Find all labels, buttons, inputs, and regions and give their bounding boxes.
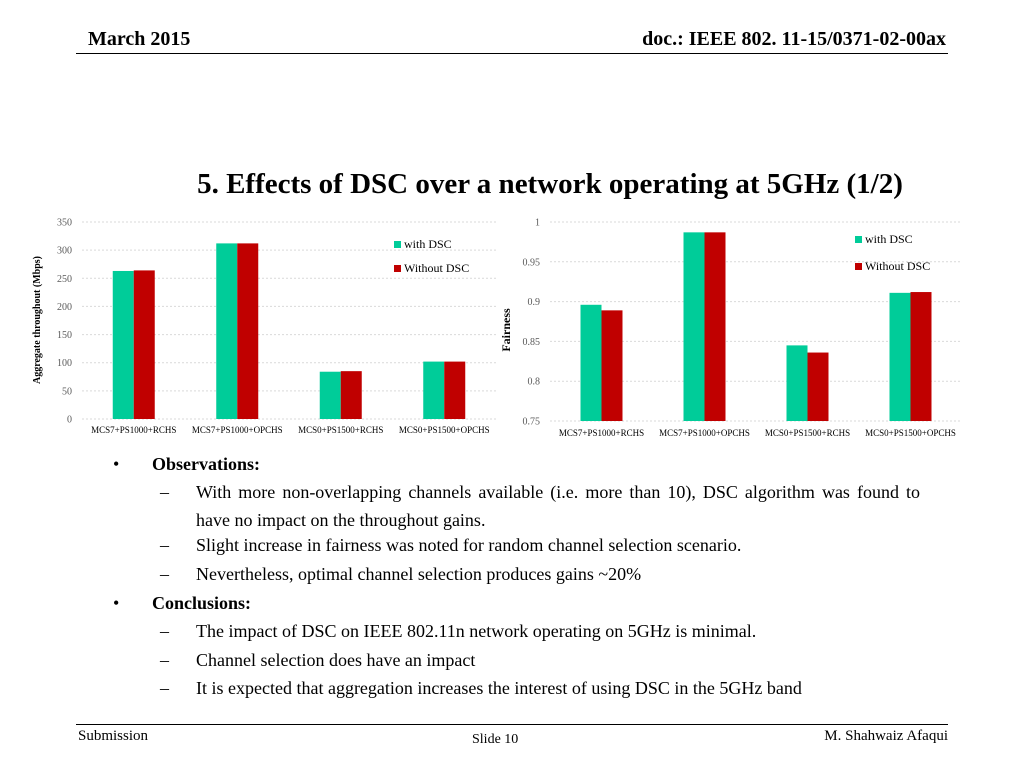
observations-heading: Observations: <box>152 454 260 474</box>
bar-without-dsc <box>340 371 362 419</box>
y-tick-label: 0.75 <box>523 417 541 428</box>
x-tick-label: MCS7+PS1000+OPCHS <box>659 428 750 438</box>
bar-without-dsc <box>133 270 155 419</box>
y-tick-label: 350 <box>57 218 72 229</box>
legend-swatch <box>394 241 401 248</box>
y-axis-title: Aggregate throughout (Mbps) <box>32 256 43 384</box>
slide-title: 5. Effects of DSC over a network operati… <box>197 168 903 200</box>
x-tick-label: MCS7+PS1000+RCHS <box>91 425 176 435</box>
footer-submission: Submission <box>78 728 149 744</box>
bar-with-dsc <box>112 270 134 419</box>
legend-swatch <box>855 236 862 243</box>
bar-without-dsc <box>601 310 623 421</box>
y-tick-label: 0.8 <box>528 377 541 388</box>
y-tick-label: 250 <box>57 274 72 285</box>
bullet-conclusions: • <box>113 593 120 613</box>
y-tick-label: 0.95 <box>523 257 541 268</box>
bar-without-dsc <box>807 352 829 421</box>
y-tick-label: 50 <box>62 386 72 397</box>
footer-rule <box>76 724 948 725</box>
fairness-chart: 0.75 0.8 0.85 0.9 0.95 1 MCS7+PS1000+RCHS MCS7+… <box>499 218 962 438</box>
bar-with-dsc <box>683 232 705 421</box>
observation-item-2: Slight increase in fairness was noted fo… <box>196 535 742 555</box>
dash-marker: – <box>160 621 169 641</box>
conclusion-item-2: Channel selection does have an impact <box>196 650 476 670</box>
bar-without-dsc <box>237 243 259 419</box>
y-tick-label: 0.9 <box>528 297 541 308</box>
legend-label: with DSC <box>404 237 452 251</box>
bullet-observations: • <box>113 454 120 474</box>
dash-marker: – <box>160 650 169 670</box>
dash-marker: – <box>160 564 169 584</box>
bar-without-dsc <box>444 361 466 419</box>
conclusion-item-1: The impact of DSC on IEEE 802.11n networ… <box>196 621 757 641</box>
y-tick-label: 1 <box>535 218 540 229</box>
bar-without-dsc <box>704 232 726 421</box>
y-tick-label: 0 <box>67 415 72 426</box>
bar-with-dsc <box>889 292 911 421</box>
observation-item-1: With more non-overlapping channels avail… <box>196 482 920 530</box>
dash-marker: – <box>160 535 169 555</box>
x-tick-label: MCS0+PS1500+OPCHS <box>865 428 956 438</box>
legend-swatch <box>394 265 401 272</box>
x-tick-label: MCS0+PS1500+RCHS <box>765 428 850 438</box>
bar-with-dsc <box>319 371 341 419</box>
footer-author: M. Shahwaiz Afaqui <box>824 728 948 744</box>
conclusions-heading: Conclusions: <box>152 593 252 613</box>
throughput-chart: 0 50 100 150 200 250 300 350 MCS7+PS1000+RCHS MCS… <box>32 218 496 435</box>
footer-slide-number: Slide 10 <box>472 732 519 747</box>
x-tick-label: MCS7+PS1000+RCHS <box>559 428 644 438</box>
bar-with-dsc <box>423 361 445 419</box>
x-tick-label: MCS7+PS1000+OPCHS <box>192 425 283 435</box>
header-rule <box>76 53 948 54</box>
bar-with-dsc <box>580 304 602 421</box>
conclusion-item-3: It is expected that aggregation increase… <box>196 678 802 698</box>
bar-without-dsc <box>910 292 932 421</box>
dash-marker: – <box>160 678 169 698</box>
x-tick-label: MCS0+PS1500+RCHS <box>298 425 383 435</box>
bar-with-dsc <box>216 243 238 419</box>
legend-label: Without DSC <box>404 261 469 275</box>
dash-marker: – <box>160 482 169 502</box>
y-tick-label: 0.85 <box>523 337 541 348</box>
x-tick-label: MCS0+PS1500+OPCHS <box>399 425 490 435</box>
observation-item-3: Nevertheless, optimal channel selection … <box>196 564 642 584</box>
header-date: March 2015 <box>88 28 191 50</box>
y-axis-title: Fairness <box>499 308 513 352</box>
legend-label: Without DSC <box>865 259 930 273</box>
bar-with-dsc <box>786 345 808 421</box>
legend-swatch <box>855 263 862 270</box>
header-doc-id: doc.: IEEE 802. 11-15/0371-02-00ax <box>642 28 946 50</box>
y-tick-label: 150 <box>57 330 72 341</box>
y-tick-label: 300 <box>57 246 72 257</box>
y-tick-label: 100 <box>57 358 72 369</box>
legend-label: with DSC <box>865 232 913 246</box>
y-tick-label: 200 <box>57 302 72 313</box>
